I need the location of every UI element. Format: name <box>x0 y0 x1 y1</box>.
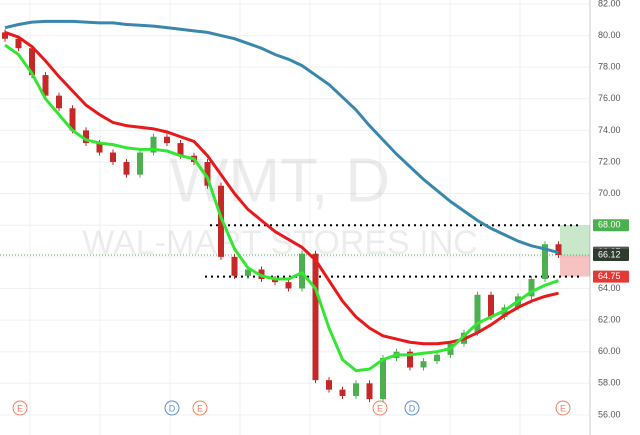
candle-body <box>231 256 238 276</box>
candle-body <box>474 294 481 333</box>
y-tick-label: 70.00 <box>598 188 621 198</box>
candle-body <box>312 253 319 381</box>
candle-body <box>339 389 346 396</box>
y-tick-label: 78.00 <box>598 62 621 72</box>
level-label-box <box>593 270 629 283</box>
candle-body <box>407 351 413 368</box>
candle-body <box>488 294 494 317</box>
y-tick-label: 64.00 <box>598 283 621 293</box>
event-marker <box>555 400 571 416</box>
candle-body <box>272 278 278 283</box>
moving-average <box>4 30 559 346</box>
level-label-box <box>593 219 629 232</box>
candle-body <box>42 75 49 96</box>
y-tick-label: 56.00 <box>598 409 621 419</box>
level-label: 64.75 <box>598 271 621 281</box>
y-tick-label: 72.00 <box>598 156 621 166</box>
y-tick-label: 60.00 <box>598 346 621 356</box>
candle-body <box>150 136 157 153</box>
candle-body <box>245 269 251 276</box>
event-marker <box>164 400 180 416</box>
y-tick-label: 82.00 <box>598 0 621 8</box>
candle-body <box>164 136 170 144</box>
y-tick-label: 80.00 <box>598 30 621 40</box>
event-label: E <box>197 403 203 413</box>
event-marker <box>192 400 208 416</box>
event-label: D <box>169 403 176 413</box>
candle-body <box>542 244 548 279</box>
profit-zone <box>560 225 590 255</box>
level-label: 68.00 <box>598 220 621 230</box>
loss-zone <box>560 254 590 277</box>
candle-body <box>96 143 103 153</box>
candle-body <box>137 152 143 175</box>
candle-body <box>15 38 22 49</box>
candle-body <box>110 152 116 163</box>
level-label: 66.12 <box>598 249 621 259</box>
moving-average <box>4 43 559 373</box>
y-tick-label: 74.00 <box>598 125 621 135</box>
candle-body <box>204 162 211 186</box>
candle-body <box>69 108 76 131</box>
event-label: E <box>377 403 383 413</box>
event-marker <box>372 400 388 416</box>
watermark: WMT, D <box>170 146 390 215</box>
event-label: D <box>409 403 416 413</box>
candle-body <box>83 130 89 144</box>
candle-body <box>123 162 130 175</box>
candle-body <box>380 358 386 400</box>
event-label: E <box>17 403 23 413</box>
candle-body <box>366 383 373 400</box>
candle-body <box>434 354 440 362</box>
candle-body <box>528 278 535 297</box>
y-tick-label: 76.00 <box>598 93 621 103</box>
candle-body <box>2 32 8 39</box>
y-tick-label: 62.00 <box>598 314 621 324</box>
candle-body <box>177 143 184 156</box>
candle-body <box>353 383 359 396</box>
candle-body <box>29 48 35 76</box>
level-label-box <box>593 248 629 261</box>
candle-body <box>420 361 427 368</box>
moving-average <box>4 19 559 255</box>
candle-body <box>555 244 562 255</box>
candle-body <box>326 380 332 390</box>
watermark-name: WAL-MART STORES INC <box>82 224 477 262</box>
candle-body <box>285 282 292 289</box>
event-label: E <box>560 403 566 413</box>
candle-body <box>218 185 224 257</box>
event-marker <box>404 400 420 416</box>
candle-body <box>56 95 62 109</box>
event-marker <box>12 400 28 416</box>
y-tick-label: 58.00 <box>598 378 621 388</box>
